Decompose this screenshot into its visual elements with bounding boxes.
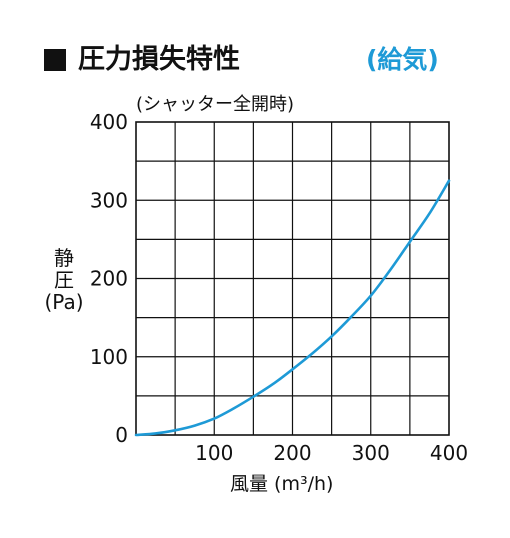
plot-frame xyxy=(135,121,450,436)
chart-subtitle: (シャッター全開時) xyxy=(136,94,295,115)
page-title: 圧力損失特性 xyxy=(78,44,240,75)
x-tick-label: 400 xyxy=(430,441,468,465)
y-tick-label: 400 xyxy=(90,110,128,134)
y-tick-label: 300 xyxy=(90,188,128,212)
x-tick-label: 300 xyxy=(352,441,390,465)
y-axis-label-line: 圧 xyxy=(54,268,74,292)
mode-label: (給気) xyxy=(366,45,439,74)
y-tick-label: 0 xyxy=(115,423,128,447)
title-square-bullet-icon xyxy=(44,49,66,71)
y-axis-label-line: (Pa) xyxy=(44,290,84,314)
y-axis-label-line: 静 xyxy=(54,246,74,270)
y-tick-label: 100 xyxy=(90,345,128,369)
x-tick-label: 100 xyxy=(195,441,233,465)
x-tick-label: 200 xyxy=(273,441,311,465)
y-tick-label: 200 xyxy=(90,267,128,291)
y-axis-label: 静 圧 (Pa) xyxy=(40,247,88,313)
x-axis-label: 風量 (m³/h) xyxy=(230,473,334,495)
series-line xyxy=(134,179,451,437)
